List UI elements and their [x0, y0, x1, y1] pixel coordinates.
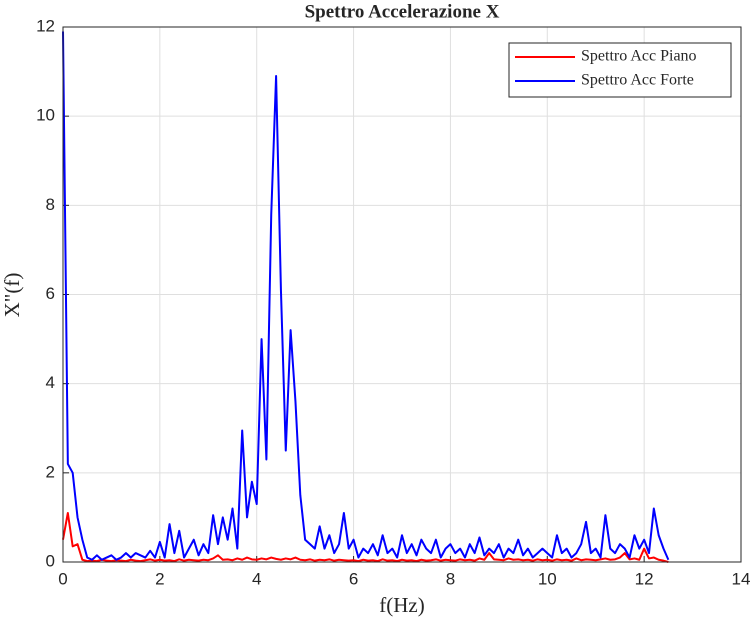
data-line — [62, 31, 670, 561]
x-tick-label: 4 — [252, 569, 261, 588]
data-line — [62, 511, 669, 563]
y-tick-label: 0 — [46, 551, 55, 570]
x-tick-label: 8 — [446, 569, 455, 588]
y-tick-label: 4 — [46, 373, 55, 392]
x-tick-label: 6 — [349, 569, 358, 588]
axes-box — [62, 26, 742, 563]
y-tick-label: 10 — [36, 106, 55, 125]
y-tick-label: 6 — [46, 284, 55, 303]
legend-label: Spettro Acc Forte — [581, 72, 694, 89]
chart-title: Spettro Accelerazione X — [305, 1, 500, 22]
legend: Spettro Acc Piano Spettro Acc Forte — [508, 42, 732, 98]
x-tick-label: 2 — [155, 569, 164, 588]
y-tick-label: 8 — [46, 195, 55, 214]
y-tick-label: 2 — [46, 462, 55, 481]
legend-label: Spettro Acc Piano — [581, 48, 697, 65]
x-tick-label: 14 — [732, 569, 751, 588]
legend-box — [508, 42, 732, 98]
x-tick-label: 12 — [635, 569, 654, 588]
y-axis-label: X"(f) — [0, 273, 24, 318]
y-tick-label: 12 — [36, 16, 55, 35]
x-tick-label: 0 — [58, 569, 67, 588]
x-axis-label: f(Hz) — [379, 593, 424, 617]
x-tick-label: 10 — [538, 569, 557, 588]
